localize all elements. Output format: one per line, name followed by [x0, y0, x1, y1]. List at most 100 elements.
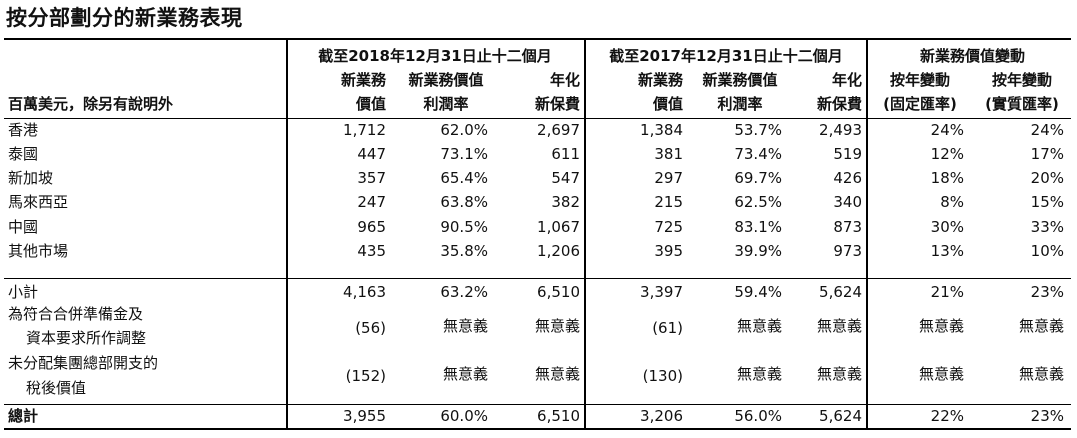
- row-ape-2018: 382: [551, 193, 580, 211]
- total-top-rule: [4, 404, 1071, 405]
- header-bottom-rule: [4, 118, 1071, 119]
- adj2-nbv-2017: (130): [642, 367, 683, 385]
- h17-nbv-1: 新業務: [637, 71, 683, 89]
- adj1-label-line1: 為符合合併準備金及: [8, 305, 144, 323]
- row-margin-2017: 39.9%: [734, 242, 782, 260]
- total-nbv-2018: 3,955: [343, 407, 386, 425]
- adj1-nbv-2018: (56): [355, 319, 386, 337]
- subtotal-margin-2017: 59.4%: [734, 283, 782, 301]
- row-nbv-2017: 297: [654, 169, 683, 187]
- row-change-actual: 15%: [1030, 193, 1064, 211]
- row-ape-2017: 973: [833, 242, 862, 260]
- total-change-const: 22%: [930, 407, 964, 425]
- row-nbv-2017: 381: [654, 145, 683, 163]
- adj2-ape-2017: 無意義: [816, 365, 862, 383]
- col-divider-change: [866, 38, 868, 430]
- h17-margin-2: 利潤率: [717, 95, 763, 113]
- adj2-label-line2: 稅後價值: [26, 379, 87, 397]
- row-margin-2017: 83.1%: [734, 218, 782, 236]
- row-nbv-2017: 725: [654, 218, 683, 236]
- row-margin-2018: 63.8%: [440, 193, 488, 211]
- row-nbv-2018: 247: [357, 193, 386, 211]
- row-change-const: 30%: [930, 218, 964, 236]
- row-ape-2018: 1,067: [537, 218, 580, 236]
- adj2-margin-2018: 無意義: [442, 365, 488, 383]
- subtotal-nbv-2018: 4,163: [343, 283, 386, 301]
- col-divider-2017: [584, 38, 586, 430]
- h17-ape-2: 新保費: [816, 95, 862, 113]
- subtotal-top-rule: [4, 278, 1071, 279]
- h17-margin-1: 新業務價值: [702, 71, 778, 89]
- row-change-const: 8%: [940, 193, 964, 211]
- unit-label: 百萬美元，除另有說明外: [8, 95, 174, 113]
- col-divider-2018: [286, 38, 288, 430]
- subtotal-change-const: 21%: [930, 283, 964, 301]
- subtotal-nbv-2017: 3,397: [640, 283, 683, 301]
- row-nbv-2018: 447: [357, 145, 386, 163]
- row-margin-2018: 65.4%: [440, 169, 488, 187]
- adj2-nbv-2018: (152): [345, 367, 386, 385]
- adj1-margin-2017: 無意義: [736, 317, 782, 335]
- row-nbv-2017: 1,384: [640, 121, 683, 139]
- row-nbv-2018: 965: [357, 218, 386, 236]
- row-ape-2017: 519: [833, 145, 862, 163]
- row-nbv-2018: 1,712: [343, 121, 386, 139]
- row-label: 馬來西亞: [8, 193, 69, 211]
- row-margin-2018: 62.0%: [440, 121, 488, 139]
- h18-ape-1: 年化: [549, 71, 580, 89]
- total-ape-2018: 6,510: [537, 407, 580, 425]
- row-change-actual: 24%: [1030, 121, 1064, 139]
- row-label: 中國: [8, 218, 39, 236]
- change-group-header: 新業務價值變動: [919, 47, 1025, 65]
- adj1-label-line2: 資本要求所作調整: [26, 329, 147, 347]
- adj2-change-const: 無意義: [918, 365, 964, 383]
- row-nbv-2017: 395: [654, 242, 683, 260]
- subtotal-margin-2018: 63.2%: [440, 283, 488, 301]
- row-change-actual: 10%: [1030, 242, 1064, 260]
- row-change-const: 18%: [930, 169, 964, 187]
- row-ape-2017: 340: [833, 193, 862, 211]
- row-ape-2017: 873: [833, 218, 862, 236]
- row-label: 香港: [8, 121, 39, 139]
- row-ape-2018: 2,697: [537, 121, 580, 139]
- row-change-actual: 33%: [1030, 218, 1064, 236]
- adj2-label-line1: 未分配集團總部開支的: [8, 354, 159, 372]
- row-nbv-2018: 357: [357, 169, 386, 187]
- total-ape-2017: 5,624: [819, 407, 862, 425]
- row-change-actual: 20%: [1030, 169, 1064, 187]
- subtotal-label: 小計: [8, 283, 39, 301]
- adj1-change-const: 無意義: [918, 317, 964, 335]
- row-margin-2017: 69.7%: [734, 169, 782, 187]
- row-nbv-2018: 435: [357, 242, 386, 260]
- h17-nbv-2: 價值: [652, 95, 683, 113]
- row-change-const: 12%: [930, 145, 964, 163]
- h18-nbv-1: 新業務: [340, 71, 386, 89]
- h-yoy-actual-2: (實質匯率): [985, 95, 1059, 113]
- h-yoy-const-2: (固定匯率): [883, 95, 957, 113]
- period-2017-header: 截至2017年12月31日止十二個月: [609, 47, 843, 65]
- adj1-margin-2018: 無意義: [442, 317, 488, 335]
- adj1-ape-2018: 無意義: [534, 317, 580, 335]
- total-margin-2018: 60.0%: [440, 407, 488, 425]
- row-margin-2017: 73.4%: [734, 145, 782, 163]
- page-title: 按分部劃分的新業務表現: [6, 6, 243, 30]
- total-margin-2017: 56.0%: [734, 407, 782, 425]
- h18-nbv-2: 價值: [355, 95, 386, 113]
- row-margin-2018: 73.1%: [440, 145, 488, 163]
- row-change-const: 13%: [930, 242, 964, 260]
- adj1-ape-2017: 無意義: [816, 317, 862, 335]
- top-rule: [4, 38, 1071, 40]
- h18-margin-2: 利潤率: [423, 95, 469, 113]
- row-change-actual: 17%: [1030, 145, 1064, 163]
- total-nbv-2017: 3,206: [640, 407, 683, 425]
- row-margin-2017: 62.5%: [734, 193, 782, 211]
- bottom-rule: [4, 428, 1071, 430]
- h-yoy-actual-1: 按年變動: [991, 71, 1052, 89]
- total-change-actual: 23%: [1030, 407, 1064, 425]
- row-ape-2017: 426: [833, 169, 862, 187]
- row-label: 泰國: [8, 145, 39, 163]
- row-ape-2018: 611: [551, 145, 580, 163]
- row-label: 新加坡: [8, 169, 54, 187]
- h17-ape-1: 年化: [831, 71, 862, 89]
- row-ape-2018: 547: [551, 169, 580, 187]
